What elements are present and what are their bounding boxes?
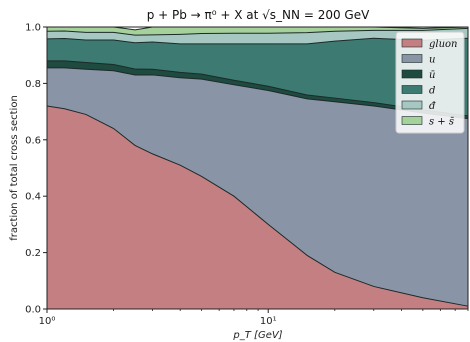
x-tick-label-0: 10⁰	[39, 316, 56, 327]
area-0	[47, 105, 468, 310]
legend-label-5: s + s̄	[429, 117, 454, 128]
y-tick-label-1: 0.2	[25, 248, 41, 259]
legend-swatch-4	[401, 100, 423, 110]
area-boundary-2	[47, 60, 469, 117]
y-tick-label-3: 0.6	[25, 135, 41, 146]
y-tick-label-2: 0.4	[25, 192, 41, 203]
chart-title: p + Pb → π⁰ + X at √s_NN = 200 GeV	[147, 8, 370, 22]
area-boundary-4	[46, 27, 469, 36]
area-5	[47, 27, 468, 36]
legend-label-1: u	[429, 55, 435, 66]
legend-label-4: đ	[429, 101, 436, 112]
legend-label-2: ū	[429, 70, 435, 81]
y-tick-label-4: 0.8	[25, 79, 41, 90]
y-tick-label-0: 0.0	[25, 305, 41, 316]
area-3	[47, 38, 468, 116]
legend-swatch-2	[401, 69, 423, 79]
y-axis-ticks: 0.0 0.2 0.4 0.6 0.8 1.0	[25, 23, 47, 316]
area-layers	[47, 27, 468, 310]
area-4	[47, 28, 468, 44]
legend-swatch-5	[401, 116, 423, 125]
x-tick-label-1: 10¹	[260, 316, 277, 327]
legend-swatch-3	[401, 85, 423, 94]
legend-swatch-0	[401, 38, 423, 48]
x-axis-ticks: 10⁰ 10¹	[39, 309, 469, 327]
x-axis-label: p_T [GeV]	[232, 330, 282, 341]
y-tick-label-5: 1.0	[25, 23, 41, 34]
area-2	[47, 60, 468, 119]
legend-swatch-1	[401, 54, 423, 63]
plot-frame	[46, 26, 469, 310]
area-boundary-3	[46, 37, 469, 45]
legend-label-3: d	[429, 86, 435, 97]
legend-label-0: gluon	[429, 39, 458, 50]
area-boundary-1	[47, 67, 469, 120]
area-1	[47, 67, 468, 307]
y-axis-label: fraction of total cross section	[9, 95, 20, 241]
area-boundary-0	[46, 105, 469, 307]
